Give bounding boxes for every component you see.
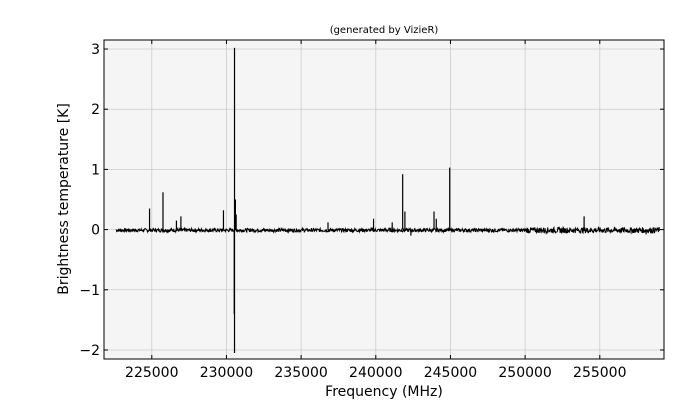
y-tick-label: 0 (91, 223, 100, 239)
x-tick-label: 255000 (573, 365, 626, 381)
y-tick-label: −1 (79, 283, 100, 299)
y-axis-label: Brightness temperature [K] (56, 103, 72, 295)
spectrum-baseline (115, 225, 661, 235)
y-tick-label: 3 (91, 42, 100, 58)
plot-area (104, 40, 664, 359)
spectrum-series (115, 47, 661, 353)
x-tick-label: 230000 (200, 365, 253, 381)
x-axis-ticks: 225000 230000 235000 240000 245000 250000 2550… (125, 40, 627, 381)
plot-frame (103, 39, 665, 360)
y-tick-label: −2 (79, 343, 100, 359)
x-tick-label: 225000 (125, 365, 178, 381)
x-axis-label: Frequency (MHz) (325, 384, 443, 400)
x-tick-label: 240000 (349, 365, 402, 381)
chart-title: (generated by VizieR) (330, 25, 439, 36)
x-tick-label: 245000 (424, 365, 477, 381)
x-tick-label: 235000 (274, 365, 327, 381)
x-tick-label: 250000 (498, 365, 551, 381)
y-axis-ticks: −2 −1 0 1 2 3 (79, 42, 664, 359)
y-tick-label: 1 (91, 162, 100, 178)
y-tick-label: 2 (91, 102, 100, 118)
